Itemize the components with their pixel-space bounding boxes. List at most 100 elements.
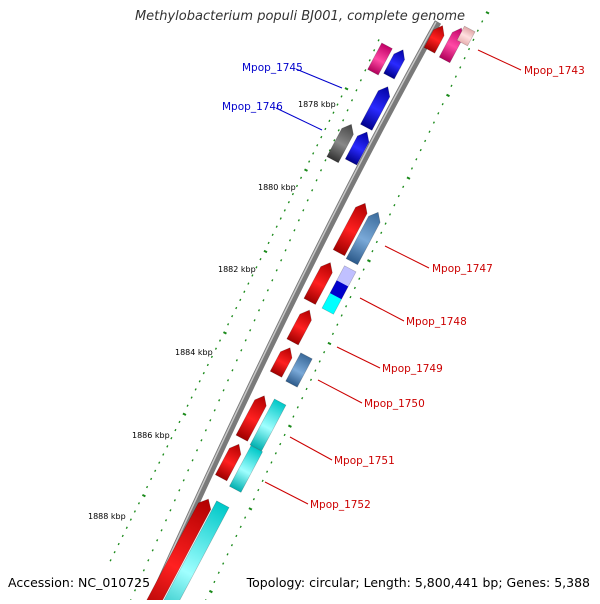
inner-tick [266,289,269,292]
outer-tick [235,534,238,538]
inner-tick [195,449,199,452]
ruler-tick [271,233,274,236]
gene-feature[interactable] [249,398,287,452]
gene-feature[interactable] [360,84,393,131]
inner-tick [226,379,230,382]
gene-feature[interactable] [332,200,371,257]
outer-tick [371,249,374,253]
outer-tick [485,11,490,15]
ruler-tick [243,290,246,293]
ruler-tick [295,184,299,188]
outer-tick [441,102,444,106]
gene-label-mpop-1745[interactable]: Mpop_1745 [242,62,303,74]
gene-feature[interactable] [285,352,313,388]
inner-tick [337,129,340,132]
gene-feature[interactable] [269,345,296,378]
gene-feature[interactable] [367,42,393,76]
gene-label-mpop-1746[interactable]: Mpop_1746 [222,101,283,113]
genome-summary-text: Topology: circular; Length: 5,800,441 bp… [246,575,590,590]
outer-tick [446,93,450,98]
ruler-tick [194,388,197,391]
ruler-tick [255,266,258,269]
outer-tick [397,194,400,198]
inner-tick [364,69,367,72]
inner-tick [342,119,345,122]
outer-tick [481,20,484,23]
outer-tick [419,148,422,152]
leader-line [264,481,309,505]
leader-line [384,245,430,269]
ruler-tick [320,135,323,139]
ruler-tick [231,314,234,318]
gene-feature[interactable] [321,265,357,315]
outer-tick [226,553,229,556]
ruler-tick [146,485,149,489]
inner-tick [350,99,354,102]
outer-tick [476,29,479,32]
outer-tick [279,442,282,446]
ruler-tick [279,217,282,220]
outer-tick [415,158,418,161]
gene-label-mpop-1750[interactable]: Mpop_1750 [364,398,425,410]
ruler-tick [287,201,290,204]
inner-tick [240,349,243,352]
gene-feature[interactable] [326,121,357,164]
gene-feature[interactable] [423,23,448,54]
outer-tick [323,351,326,354]
inner-tick [333,139,336,142]
gene-label-mpop-1743[interactable]: Mpop_1743 [524,65,585,77]
gene-feature[interactable] [456,25,476,47]
outer-tick [367,259,371,263]
gene-label-mpop-1752[interactable]: Mpop_1752 [310,499,371,511]
ruler-tick [340,95,343,98]
outer-tick [239,525,242,528]
gene-feature[interactable] [214,441,244,482]
backbone-arc-highlight [149,21,437,601]
gene-label-mpop-1748[interactable]: Mpop_1748 [406,316,467,328]
ruler-tick [129,518,132,521]
ruler-tick [113,550,116,554]
ruler-label-1878: 1878 kbp [298,100,336,109]
outer-tick [454,75,457,78]
outer-tick [305,387,308,391]
accession-text: Accession: NC_010725 [8,575,151,590]
gene-feature[interactable] [303,260,336,305]
ruler-tick [198,380,201,383]
ruler-tick [202,371,205,375]
ruler-tick [304,168,308,172]
inner-tick [218,399,221,402]
ruler-tick [227,323,230,326]
ruler-label-1884: 1884 kbp [175,348,213,357]
leader-line [359,297,405,322]
outer-tick [244,516,247,519]
gene-feature[interactable] [345,209,384,266]
outer-tick [450,84,453,87]
outer-tick [314,369,317,372]
inner-tick [359,79,362,82]
leader-line [317,379,363,404]
gene-feature[interactable] [344,129,372,166]
ruler-tick [324,127,327,131]
ruler-tick [162,453,165,456]
outer-tick [296,406,299,409]
gene-feature[interactable] [137,496,214,604]
leader-line [477,49,522,71]
gene-feature[interactable] [235,393,270,442]
inner-tick [253,319,256,322]
gene-feature[interactable] [286,307,315,346]
ruler-tick [210,355,213,359]
inner-tick [156,539,159,542]
ruler-label-1888: 1888 kbp [88,512,126,521]
ruler-tick [218,339,222,342]
gene-label-mpop-1751[interactable]: Mpop_1751 [334,455,395,467]
gene-feature[interactable] [229,445,263,493]
gene-label-mpop-1747[interactable]: Mpop_1747 [432,263,493,275]
ruler-tick [312,152,315,155]
ruler-tick [316,144,319,147]
ruler-label-1886: 1886 kbp [132,431,170,440]
gene-feature[interactable] [383,47,409,80]
outer-tick [336,323,339,326]
gene-label-mpop-1749[interactable]: Mpop_1749 [382,363,443,375]
gene-feature[interactable] [150,500,230,604]
